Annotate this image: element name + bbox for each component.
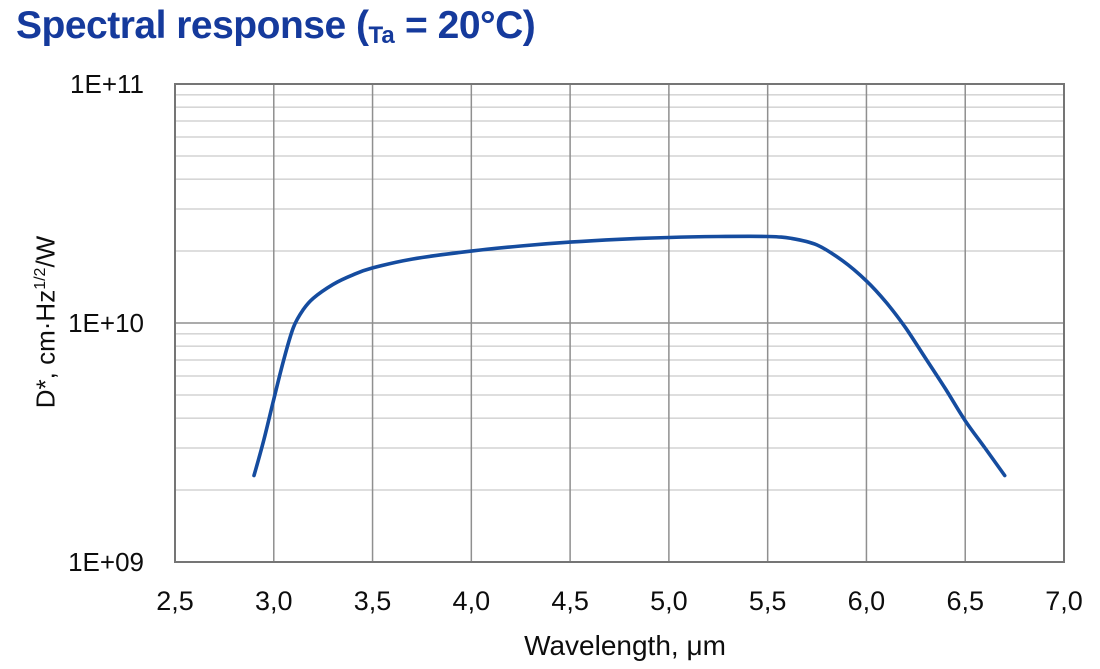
x-axis-title: Wavelength, μm [524, 630, 726, 661]
x-tick-label: 4,5 [551, 586, 589, 616]
chart-title: Spectral response (Ta = 20°C) [16, 4, 536, 49]
y-axis-title: D*, cm·Hz1/2/W [21, 172, 61, 472]
x-tick-label: 6,0 [847, 586, 886, 616]
y-tick-label: 1E+10 [68, 308, 144, 338]
y-axis-title-suffix: /W [30, 235, 61, 268]
x-tick-label: 3,0 [254, 586, 293, 616]
y-tick-label: 1E+11 [70, 69, 144, 99]
x-tick-label: 5,5 [748, 586, 787, 616]
x-tick-label: 5,0 [650, 586, 688, 616]
chart-title-suffix: = 20°C) [394, 4, 536, 47]
plot-border [174, 83, 1065, 563]
x-tick-label: 2,5 [156, 586, 194, 616]
y-tick-label: 1E+09 [68, 547, 144, 577]
y-axis-title-superscript: 1/2 [32, 267, 49, 290]
x-tick-label: 6,5 [946, 586, 984, 616]
dstar-curve [252, 234, 1007, 478]
y-axis-title-prefix: D*, cm·Hz [30, 289, 61, 409]
x-tick-label: 7,0 [1045, 586, 1083, 616]
x-tick-label: 4,0 [452, 586, 491, 616]
x-tick-label: 3,5 [353, 586, 392, 616]
chart-title-prefix: Spectral response ( [16, 4, 369, 47]
chart-title-subscript: Ta [368, 22, 395, 49]
